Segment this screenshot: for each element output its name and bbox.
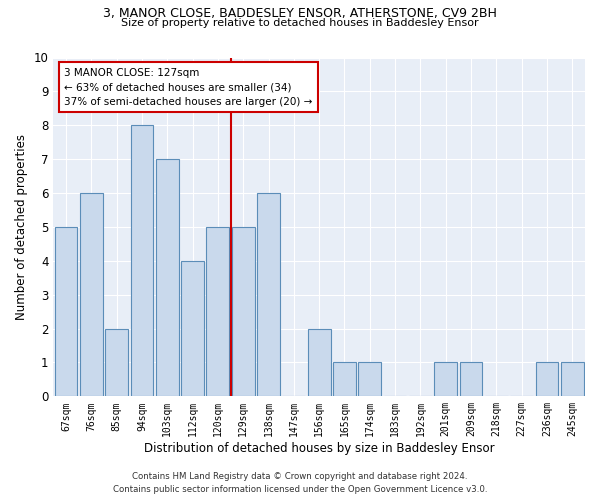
Text: Contains HM Land Registry data © Crown copyright and database right 2024.
Contai: Contains HM Land Registry data © Crown c… [113,472,487,494]
Text: 3 MANOR CLOSE: 127sqm
← 63% of detached houses are smaller (34)
37% of semi-deta: 3 MANOR CLOSE: 127sqm ← 63% of detached … [64,68,313,108]
Bar [232,227,254,396]
Text: 3, MANOR CLOSE, BADDESLEY ENSOR, ATHERSTONE, CV9 2BH: 3, MANOR CLOSE, BADDESLEY ENSOR, ATHERST… [103,8,497,20]
Bar [257,193,280,396]
Y-axis label: Number of detached properties: Number of detached properties [15,134,28,320]
X-axis label: Distribution of detached houses by size in Baddesley Ensor: Distribution of detached houses by size … [144,442,494,455]
Bar [105,328,128,396]
Bar [55,227,77,396]
Bar [181,261,204,396]
Bar [206,227,229,396]
Bar [131,126,154,396]
Bar [80,193,103,396]
Text: Size of property relative to detached houses in Baddesley Ensor: Size of property relative to detached ho… [121,18,479,28]
Bar [333,362,356,396]
Bar [460,362,482,396]
Bar [358,362,381,396]
Bar [434,362,457,396]
Bar [536,362,559,396]
Bar [561,362,584,396]
Bar [308,328,331,396]
Bar [156,159,179,396]
